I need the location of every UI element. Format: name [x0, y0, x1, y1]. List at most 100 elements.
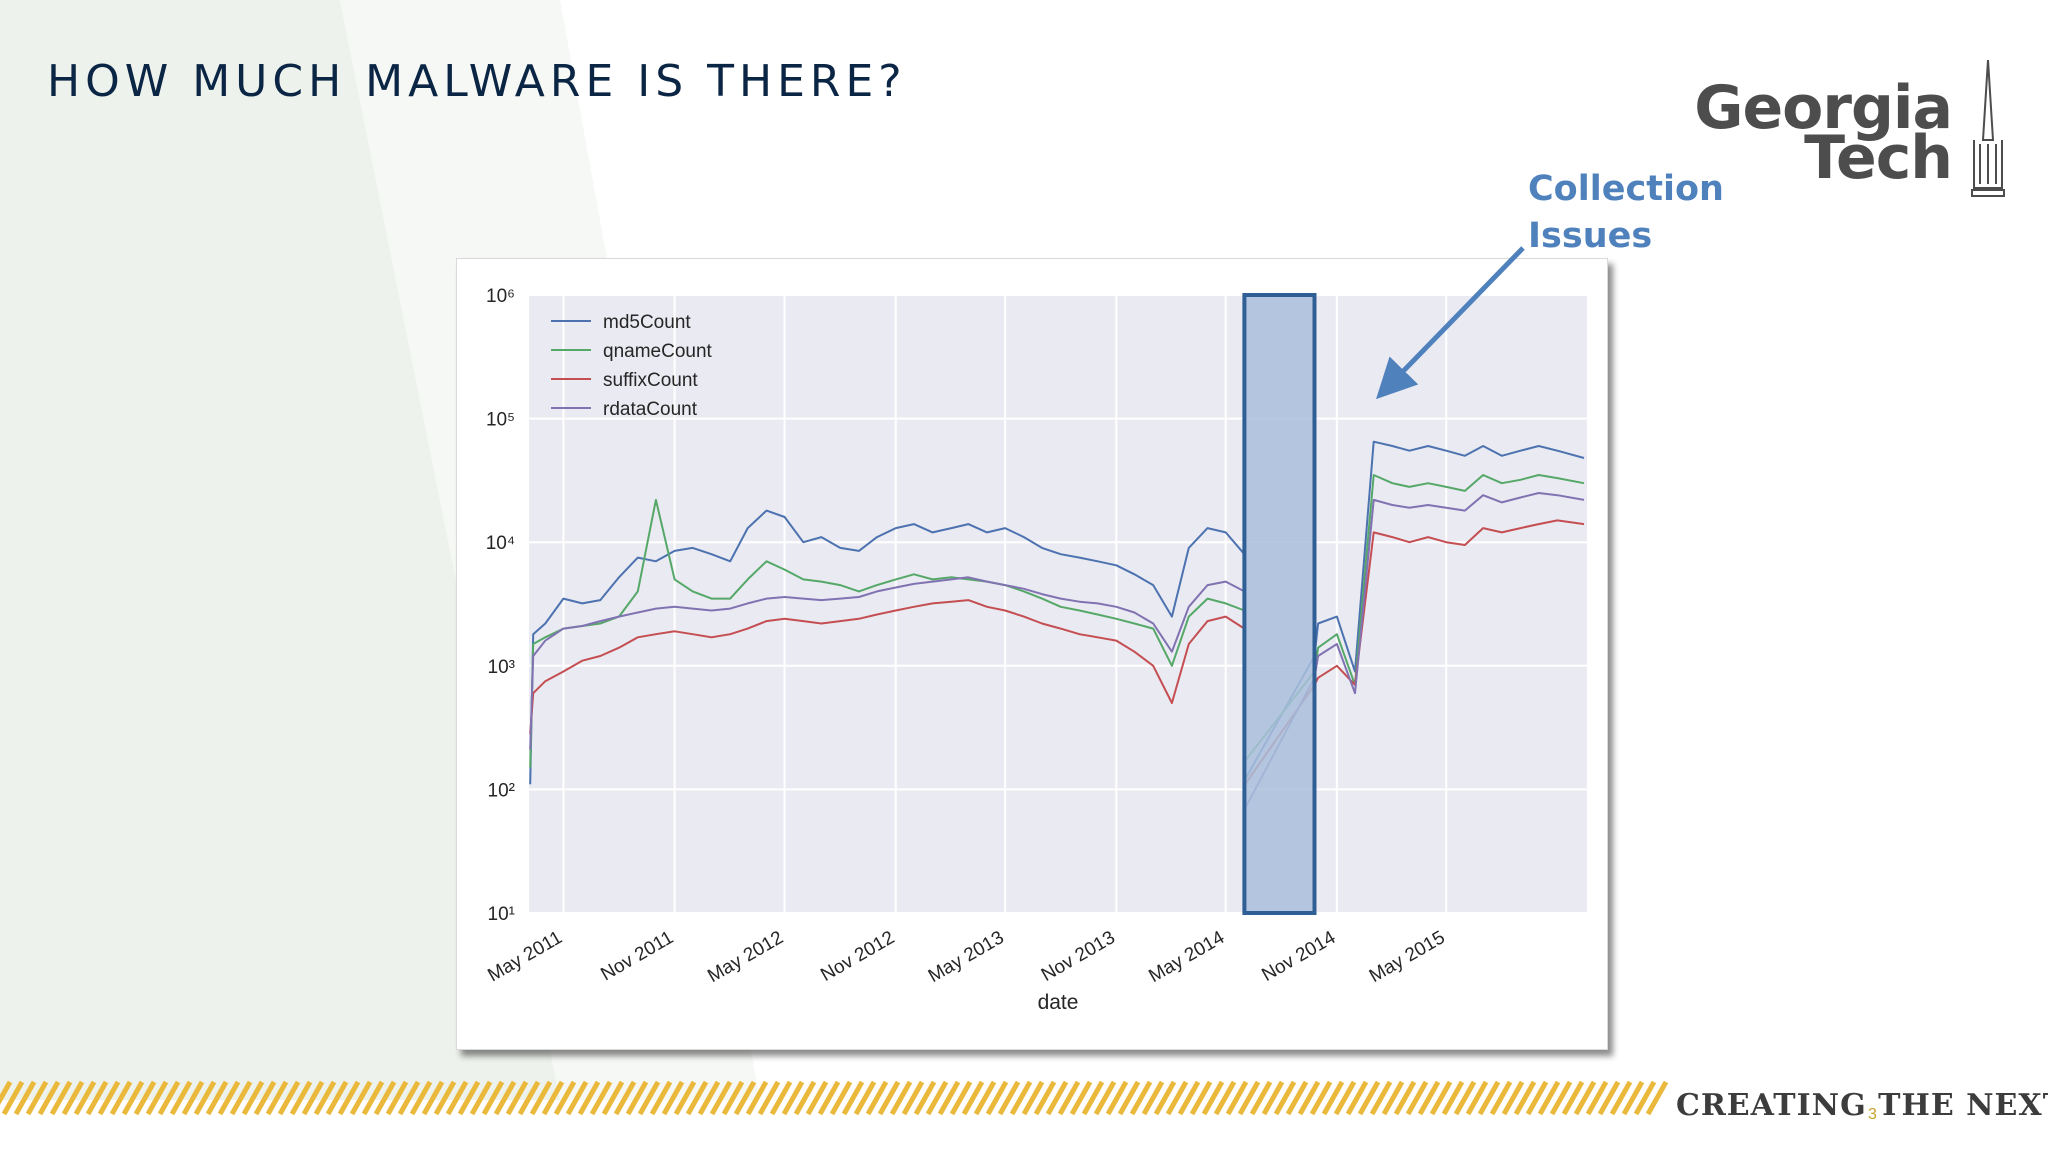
footer-stripe: [361, 1080, 385, 1116]
footer-stripe: [61, 1080, 85, 1116]
footer-stripe: [241, 1080, 265, 1116]
footer-stripe: [1069, 1080, 1093, 1116]
footer-stripe: [913, 1080, 937, 1116]
footer-stripe: [1501, 1080, 1525, 1116]
footer-stripe: [1261, 1080, 1285, 1116]
footer-stripe: [889, 1080, 913, 1116]
footer-stripe: [169, 1080, 193, 1116]
footer-stripe: [1225, 1080, 1249, 1116]
footer-stripe: [97, 1080, 121, 1116]
footer-stripe: [253, 1080, 277, 1116]
footer-stripe: [565, 1080, 589, 1116]
footer-stripe: [229, 1080, 253, 1116]
footer-stripe: [337, 1080, 361, 1116]
footer-stripe: [1645, 1080, 1669, 1116]
footer-stripe: [1213, 1080, 1237, 1116]
footer-stripe: [541, 1080, 565, 1116]
footer-stripe: [1369, 1080, 1393, 1116]
y-tick-label: 10²: [488, 780, 515, 801]
footer-stripe: [1405, 1080, 1429, 1116]
footer-stripe: [1297, 1080, 1321, 1116]
footer-stripe: [1033, 1080, 1057, 1116]
footer-stripe: [1549, 1080, 1573, 1116]
x-tick-label: Nov 2011: [597, 927, 677, 985]
footer-stripe: [1453, 1080, 1477, 1116]
footer-stripe: [769, 1080, 793, 1116]
footer-stripe: [181, 1080, 205, 1116]
footer-stripe: [733, 1080, 757, 1116]
footer-stripe: [1081, 1080, 1105, 1116]
footer-stripe: [1573, 1080, 1597, 1116]
x-tick-label: May 2013: [925, 927, 1008, 987]
footer-stripe: [1429, 1080, 1453, 1116]
footer-stripe: [961, 1080, 985, 1116]
footer-stripe: [1333, 1080, 1357, 1116]
footer-stripe: [325, 1080, 349, 1116]
footer-stripe: [1249, 1080, 1273, 1116]
footer-stripe: [445, 1080, 469, 1116]
footer-stripe: [1309, 1080, 1333, 1116]
footer-stripe: [469, 1080, 493, 1116]
footer-stripe: [1489, 1080, 1513, 1116]
footer-stripe: [709, 1080, 733, 1116]
y-tick-label: 10³: [488, 657, 515, 678]
legend-label: rdataCount: [603, 399, 698, 420]
footer-stripe: [409, 1080, 433, 1116]
footer-stripe: [997, 1080, 1021, 1116]
footer-stripe: [553, 1080, 577, 1116]
footer-stripe: [697, 1080, 721, 1116]
footer-stripe: [157, 1080, 181, 1116]
legend-label: md5Count: [603, 312, 691, 333]
legend-label: suffixCount: [603, 370, 698, 391]
y-tick-labels: 10¹ 10² 10³ 10⁴ 10⁵ 10⁶: [486, 286, 515, 925]
footer-stripe: [1009, 1080, 1033, 1116]
footer-stripe: [265, 1080, 289, 1116]
footer-stripe: [25, 1080, 49, 1116]
collection-issues-highlight: [1242, 293, 1317, 915]
footer-stripe: [49, 1080, 73, 1116]
footer-stripe: [1321, 1080, 1345, 1116]
footer-stripe: [397, 1080, 421, 1116]
legend-label: qnameCount: [603, 341, 713, 362]
collection-issues-callout: Collection Issues: [1528, 166, 1724, 260]
x-tick-label: May 2014: [1145, 927, 1228, 987]
footer-stripe: [217, 1080, 241, 1116]
footer-stripe: [781, 1080, 805, 1116]
footer-stripe: [805, 1080, 829, 1116]
series-line-rdataCount: [529, 492, 1585, 810]
footer-stripe: [841, 1080, 865, 1116]
series-layer: [529, 440, 1585, 810]
footer-stripe: [1417, 1080, 1441, 1116]
footer-stripe: [721, 1080, 745, 1116]
footer-stripe: [1285, 1080, 1309, 1116]
georgia-tech-logo: Georgia Tech: [1680, 60, 2010, 200]
footer-stripe: [865, 1080, 889, 1116]
footer-stripe: [973, 1080, 997, 1116]
series-line-suffixCount: [529, 519, 1585, 786]
y-tick-label: 10⁵: [486, 410, 515, 431]
footer-stripe: [493, 1080, 517, 1116]
footer-stripe: [601, 1080, 625, 1116]
x-tick-label: May 2011: [484, 927, 566, 986]
footer-stripe: [613, 1080, 637, 1116]
footer-stripe: [205, 1080, 229, 1116]
footer-stripe: [1633, 1080, 1657, 1116]
footer-stripe: [1345, 1080, 1369, 1116]
footer-stripe: [1513, 1080, 1537, 1116]
footer-stripe: [1393, 1080, 1417, 1116]
callout-line1: Collection: [1528, 169, 1724, 209]
footer-stripe: [0, 1080, 13, 1105]
x-tick-label: May 2012: [704, 927, 787, 987]
footer-stripe: [1117, 1080, 1141, 1116]
footer-stripe: [133, 1080, 157, 1116]
footer-stripe: [1201, 1080, 1225, 1116]
footer-stripe: [529, 1080, 553, 1116]
footer-stripe: [625, 1080, 649, 1116]
legend: md5Count qnameCount suffixCount rdataCount: [551, 312, 713, 420]
y-tick-label: 10¹: [488, 904, 515, 925]
footer-stripe: [1045, 1080, 1069, 1116]
x-tick-labels: May 2011 Nov 2011 May 2012 Nov 2012 May 2013…: [484, 927, 1448, 987]
footer-stripe: [925, 1080, 949, 1116]
footer-stripe: [1141, 1080, 1165, 1116]
